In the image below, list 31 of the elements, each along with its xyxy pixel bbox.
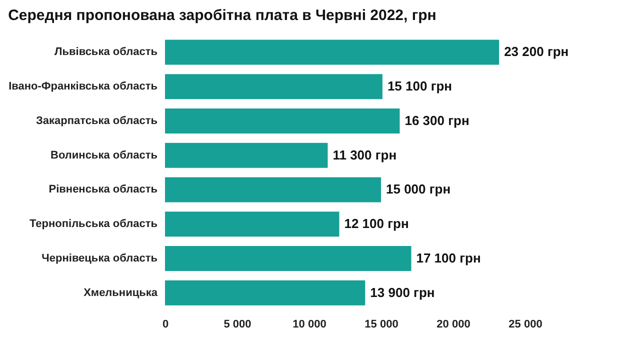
x-tick-label: 15 000 xyxy=(364,318,398,330)
y-tick-label: Закарпатська область xyxy=(36,114,158,127)
y-tick-label: Львівська область xyxy=(54,46,158,58)
y-tick-label: Тернопільська область xyxy=(30,218,158,230)
x-tick-label: 20 000 xyxy=(436,318,470,330)
bar xyxy=(165,142,328,168)
data-label: 12 100 грн xyxy=(344,216,409,232)
x-tick-label: 10 000 xyxy=(292,318,326,330)
chart-title: Середня пропонована заробітна плата в Червні 2022, грн xyxy=(8,7,436,24)
y-tick-label: Івано-Франківська область xyxy=(8,80,158,93)
x-tick-label: 0 xyxy=(162,318,169,330)
y-tick-label: Волинська область xyxy=(50,149,158,162)
y-tick-label: Хмельницька xyxy=(84,286,158,299)
data-label: 15 100 грн xyxy=(387,78,452,94)
y-tick-label: Рівненська область xyxy=(48,184,158,196)
bar xyxy=(165,108,400,134)
bar xyxy=(165,74,382,100)
data-label: 15 000 грн xyxy=(386,182,451,197)
bar xyxy=(165,177,381,202)
bar xyxy=(165,212,340,237)
bar xyxy=(165,280,366,306)
bar xyxy=(165,246,412,271)
bar xyxy=(165,40,500,65)
data-label: 13 900 грн xyxy=(370,284,435,300)
data-label: 11 300 грн xyxy=(332,147,397,162)
x-tick-label: 5 000 xyxy=(224,318,252,330)
x-tick-label: 25 000 xyxy=(508,318,542,330)
data-label: 17 100 грн xyxy=(416,250,481,266)
data-label: 23 200 грн xyxy=(504,44,569,60)
y-tick-label: Чернівецька область xyxy=(42,252,158,264)
data-label: 16 300 грн xyxy=(404,112,470,128)
